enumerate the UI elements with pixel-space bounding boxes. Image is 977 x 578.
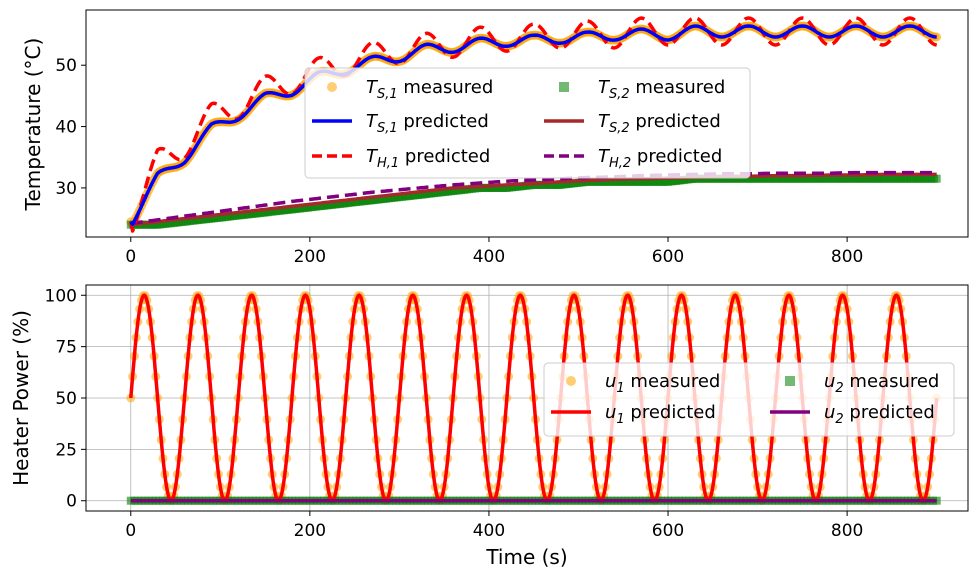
heater-power-xlabel: Time (s) bbox=[485, 545, 567, 569]
heater-power-legend: u1 measured u2 measured u1 predicted u2 pre… bbox=[543, 362, 955, 437]
y-tick-label: 100 bbox=[45, 286, 77, 306]
temperature-legend: TS,1 measured TS,2 measured TS,1 predicted… bbox=[304, 67, 751, 179]
x-tick-label: 200 bbox=[294, 521, 326, 541]
y-tick-label: 75 bbox=[55, 338, 77, 358]
legend-entry: u1 measured bbox=[566, 371, 720, 396]
legend-label: u2 measured bbox=[824, 371, 939, 396]
legend-label: u1 measured bbox=[605, 371, 720, 396]
ts2-measured-point bbox=[932, 174, 941, 183]
legend-entry: TS,1 predicted bbox=[312, 111, 489, 136]
legend-entry: TS,2 measured bbox=[559, 77, 725, 102]
legend-entry: TH,1 predicted bbox=[312, 146, 490, 171]
series-ts2-predicted bbox=[130, 172, 937, 227]
u2-measured-point bbox=[932, 496, 941, 505]
series-th2-predicted bbox=[130, 170, 937, 226]
temperature-plot: 0 200 400 600 800 30 40 50 Temperature (°C) TS,… bbox=[21, 9, 969, 267]
temperature-ticks: 0 200 400 600 800 30 40 50 bbox=[55, 56, 863, 267]
legend-marker-square bbox=[559, 82, 569, 92]
series-ts1-predicted bbox=[129, 24, 937, 226]
legend-box bbox=[304, 67, 751, 179]
legend-entry: u1 predicted bbox=[551, 402, 716, 427]
legend-label: TS,1 predicted bbox=[366, 111, 489, 136]
x-tick-label: 800 bbox=[831, 521, 863, 541]
temperature-axes-frame bbox=[85, 9, 969, 238]
x-tick-label: 400 bbox=[473, 247, 505, 267]
y-tick-label: 40 bbox=[55, 118, 77, 138]
temperature-ylabel: Temperature (°C) bbox=[21, 38, 45, 212]
legend-marker-circle bbox=[566, 376, 576, 386]
legend-marker-circle bbox=[327, 82, 337, 92]
y-tick-label: 50 bbox=[55, 389, 77, 409]
legend-entry: TS,1 measured bbox=[327, 77, 493, 102]
x-tick-label: 0 bbox=[125, 521, 136, 541]
series-th1-predicted bbox=[129, 16, 937, 233]
legend-label: TH,2 predicted bbox=[598, 146, 722, 171]
x-tick-label: 0 bbox=[125, 247, 136, 267]
heater-power-ticks: 0 200 400 600 800 0 25 50 75 100 bbox=[45, 286, 864, 541]
legend-label: TH,1 predicted bbox=[366, 146, 490, 171]
legend-entry: u2 predicted bbox=[770, 402, 935, 427]
x-tick-label: 800 bbox=[831, 247, 863, 267]
legend-entry: TS,2 predicted bbox=[544, 111, 721, 136]
legend-label: TS,2 predicted bbox=[598, 111, 721, 136]
y-tick-label: 25 bbox=[55, 440, 77, 460]
legend-label: TS,1 measured bbox=[366, 77, 493, 102]
legend-label: TS,2 measured bbox=[598, 77, 725, 102]
legend-marker-square bbox=[785, 376, 795, 386]
x-tick-label: 400 bbox=[473, 521, 505, 541]
legend-entry: TH,2 predicted bbox=[544, 146, 722, 171]
legend-label: u1 predicted bbox=[605, 402, 716, 427]
x-tick-label: 600 bbox=[652, 521, 684, 541]
y-tick-label: 50 bbox=[55, 56, 77, 76]
y-tick-label: 0 bbox=[66, 492, 77, 512]
heater-power-ylabel: Heater Power (%) bbox=[9, 310, 33, 486]
legend-box bbox=[543, 362, 955, 437]
y-tick-label: 30 bbox=[55, 179, 77, 199]
x-tick-label: 200 bbox=[294, 247, 326, 267]
heater-power-plot: 0 200 400 600 800 0 25 50 75 100 Heater Power (%)… bbox=[9, 284, 969, 569]
legend-label: u2 predicted bbox=[824, 402, 935, 427]
legend-entry: u2 measured bbox=[785, 371, 939, 396]
x-tick-label: 600 bbox=[652, 247, 684, 267]
